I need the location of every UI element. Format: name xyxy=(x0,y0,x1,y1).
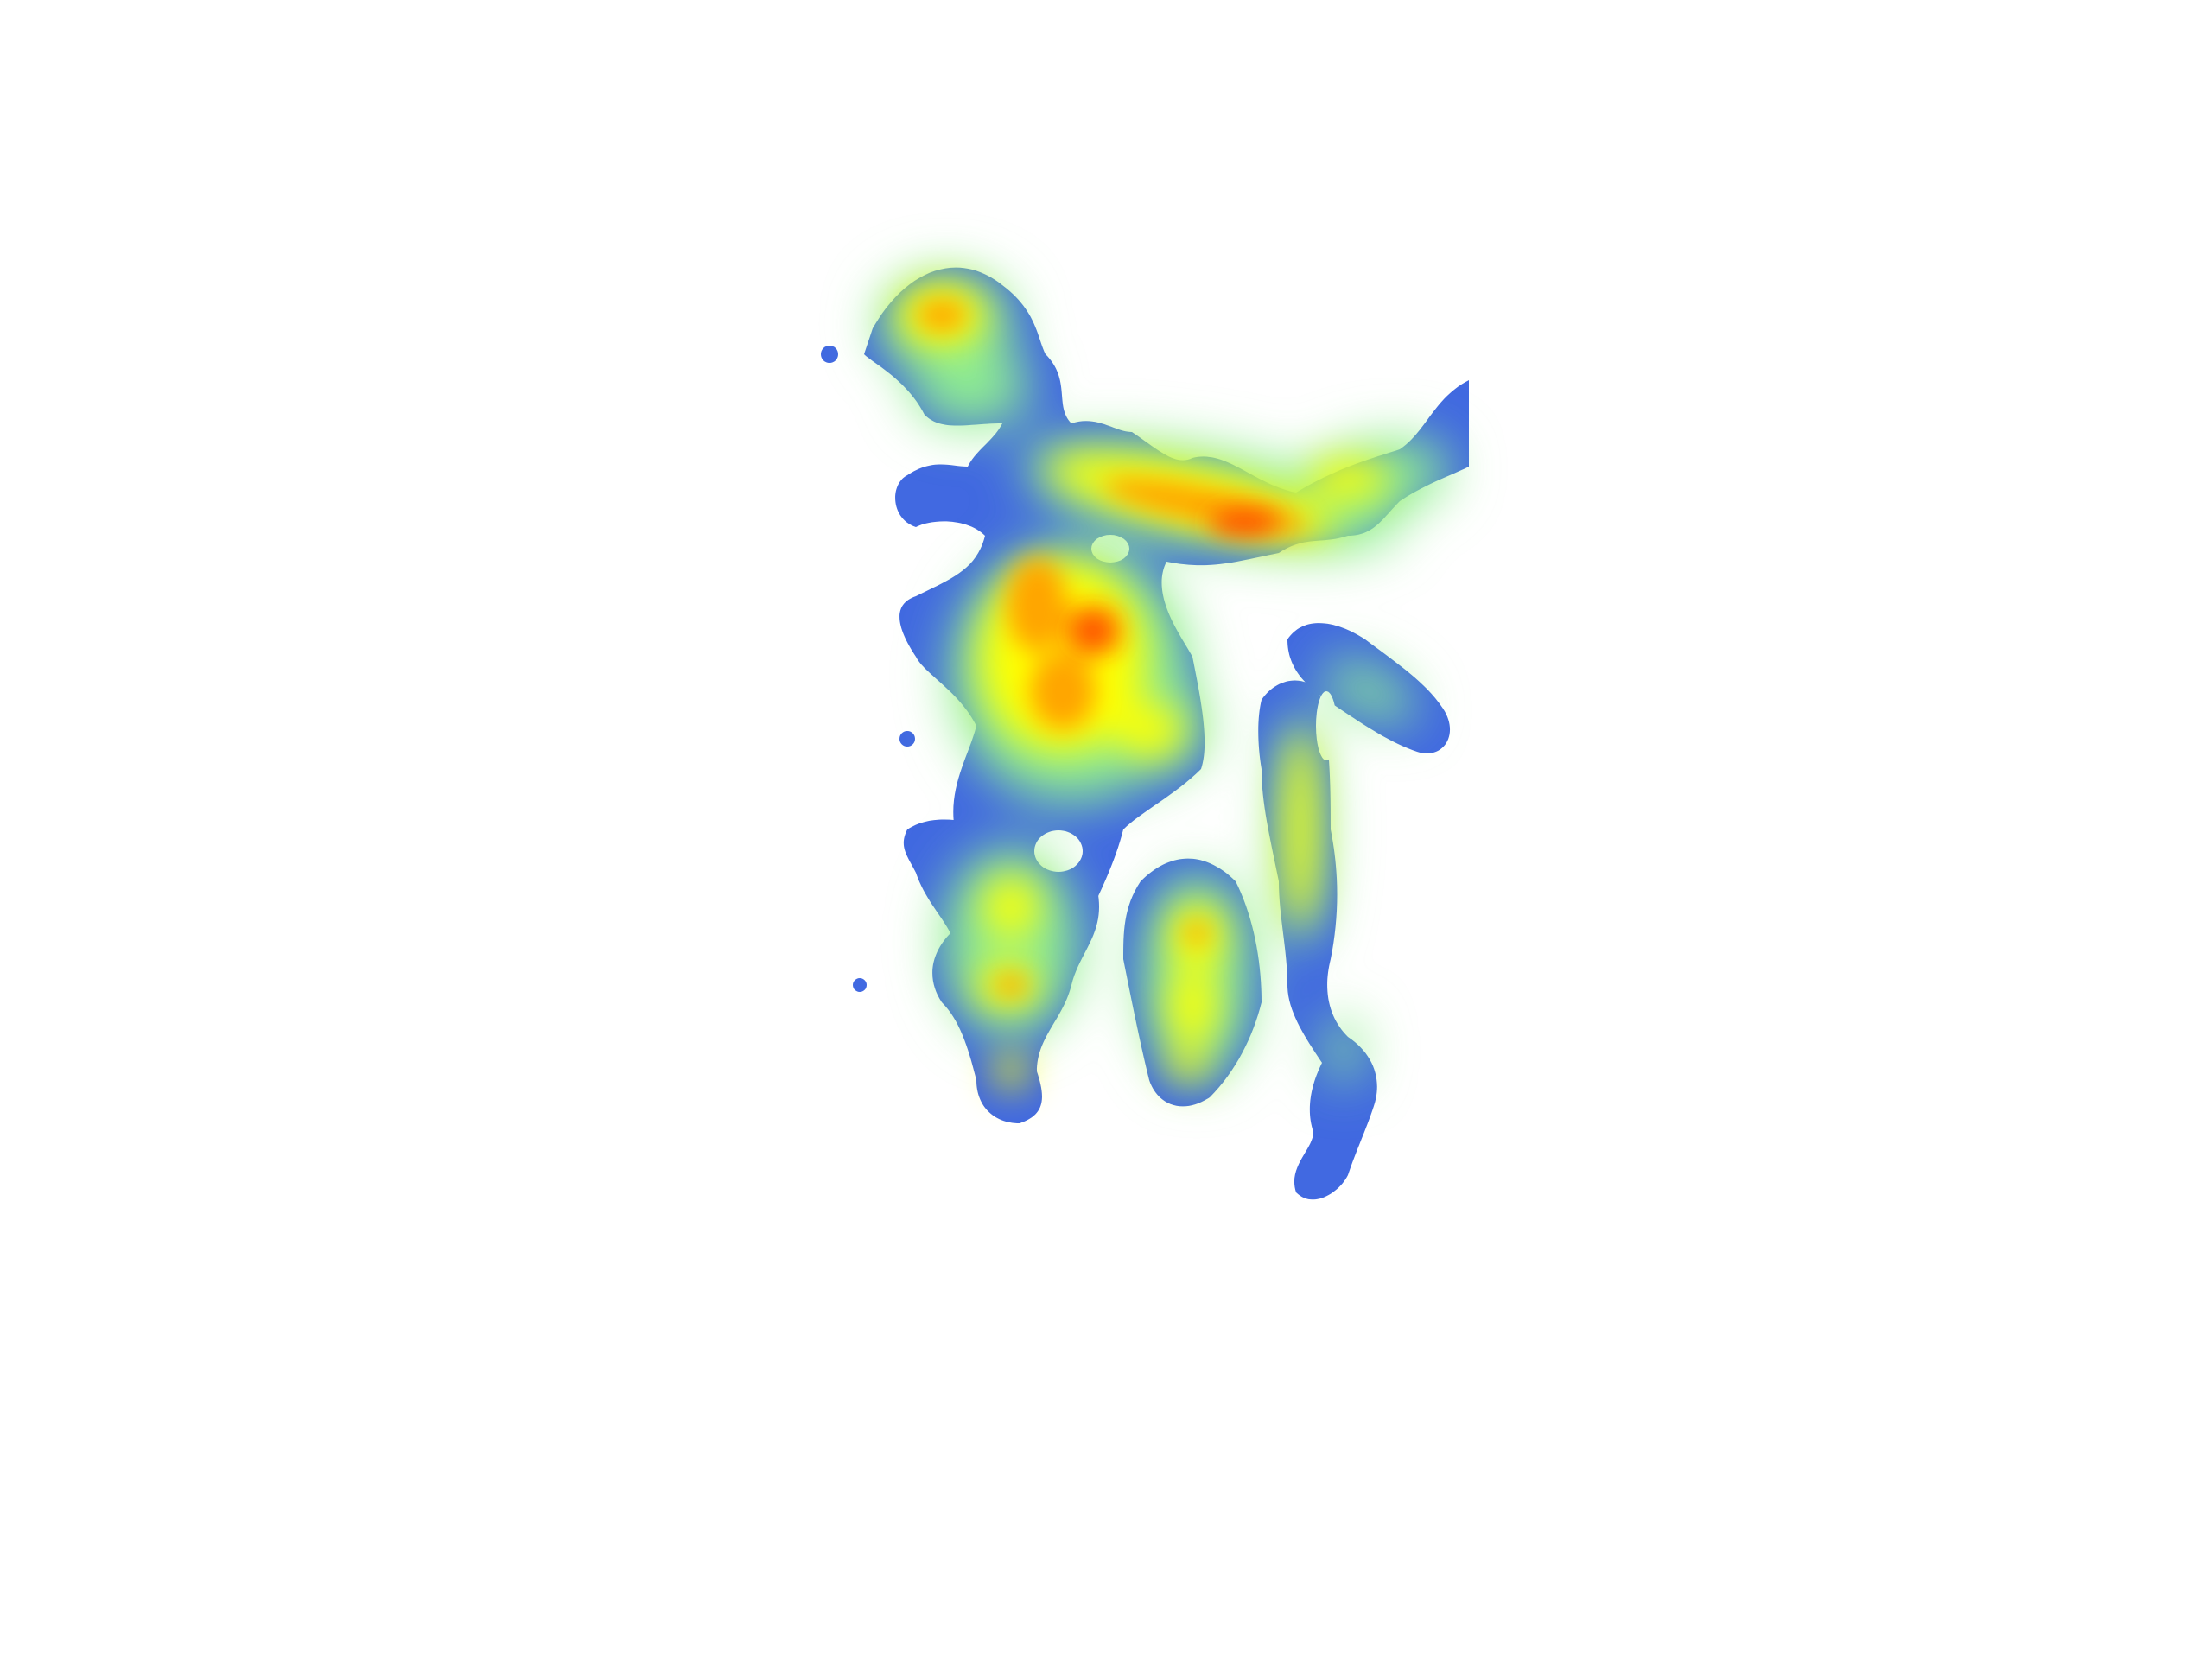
region-base-dot-3 xyxy=(853,978,867,992)
green-northwest-tail xyxy=(912,350,1033,428)
orange-core-3 xyxy=(1030,652,1096,730)
yellow-strip xyxy=(1287,730,1314,929)
yellow-south-central-2 xyxy=(1168,972,1217,1041)
yellow-south-central-3 xyxy=(1171,1046,1205,1080)
density-layer-peak xyxy=(1074,511,1279,646)
hole-3 xyxy=(1316,691,1337,760)
peak-ridge xyxy=(1210,511,1279,535)
peak-core xyxy=(1074,615,1112,646)
yellow-southwest-3 xyxy=(994,1054,1028,1089)
orange-northwest xyxy=(918,300,966,331)
green-southwest xyxy=(942,847,1080,1037)
region-base-dot-2 xyxy=(899,731,915,747)
yellow-east-end xyxy=(1309,461,1387,499)
region-base-dot-1 xyxy=(821,346,838,363)
yellow-east-pocket xyxy=(1116,704,1182,756)
orange-core-1 xyxy=(1007,557,1067,652)
green-spur xyxy=(1323,659,1416,723)
yellow-southwest-1 xyxy=(985,877,1037,938)
green-tail xyxy=(1326,1015,1361,1084)
orange-southwest xyxy=(995,975,1027,995)
orange-south-central xyxy=(1185,923,1209,944)
